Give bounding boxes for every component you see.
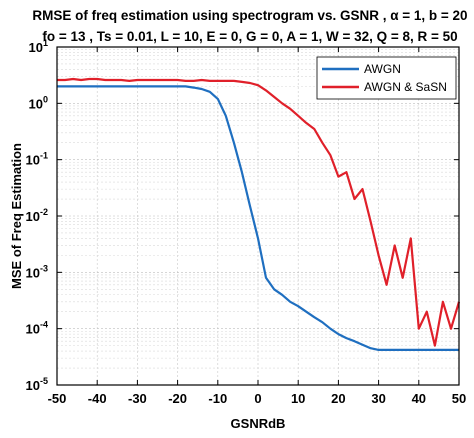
series-line-awgn bbox=[57, 85, 459, 351]
series-line-awgn-sasn bbox=[57, 77, 461, 347]
y-tick-exponent: -3 bbox=[40, 263, 48, 273]
x-tick-label: 20 bbox=[331, 391, 345, 406]
y-tick-exponent: -5 bbox=[40, 376, 48, 386]
series-lines bbox=[57, 77, 461, 351]
legend-box bbox=[316, 56, 457, 100]
y-tick-label: 100 bbox=[29, 94, 48, 111]
y-tick-label: 10-4 bbox=[26, 320, 48, 337]
x-tick-label: 0 bbox=[254, 391, 261, 406]
x-axis-label: GSNRdB bbox=[231, 416, 286, 431]
x-tick-label: -40 bbox=[88, 391, 107, 406]
chart-title-line1: RMSE of freq estimation using spectrogra… bbox=[32, 8, 467, 23]
y-tick-label: 10-3 bbox=[26, 263, 48, 280]
legend-label-awgn: AWGN bbox=[364, 62, 401, 76]
x-tick-label: -20 bbox=[168, 391, 187, 406]
y-tick-label: 10-1 bbox=[26, 151, 48, 168]
x-tick-label: 10 bbox=[291, 391, 305, 406]
y-tick-exponent: -4 bbox=[40, 320, 48, 330]
x-tick-label: -50 bbox=[48, 391, 67, 406]
legend-label-awgn-sasn: AWGN & SaSN bbox=[364, 80, 447, 94]
grid bbox=[57, 47, 459, 385]
y-axis-label: MSE of Freq Estimation bbox=[9, 143, 24, 289]
chart-title-line2: fo = 13 , Ts = 0.01, L = 10, E = 0, G = … bbox=[42, 29, 457, 44]
x-tick-label: -30 bbox=[128, 391, 147, 406]
x-tick-label: 30 bbox=[371, 391, 385, 406]
y-tick-exponent: 1 bbox=[43, 38, 48, 48]
y-tick-label: 10-2 bbox=[26, 207, 48, 224]
x-axis-ticks: -50 -40 -30 -20 -10 0 10 20 30 40 50 bbox=[48, 47, 466, 406]
x-tick-label: 50 bbox=[452, 391, 466, 406]
y-tick-exponent: -1 bbox=[40, 151, 48, 161]
x-tick-label: 40 bbox=[412, 391, 426, 406]
y-tick-label: 101 bbox=[29, 38, 48, 55]
x-tick-label: -10 bbox=[208, 391, 227, 406]
legend: AWGN AWGN & SaSN bbox=[316, 56, 457, 100]
y-tick-exponent: -2 bbox=[40, 207, 48, 217]
y-tick-label: 10-5 bbox=[26, 376, 48, 393]
y-tick-exponent: 0 bbox=[43, 94, 48, 104]
